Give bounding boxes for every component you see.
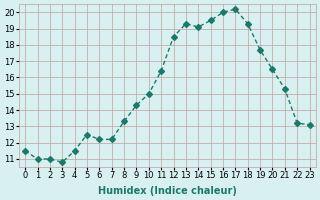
X-axis label: Humidex (Indice chaleur): Humidex (Indice chaleur) (98, 186, 237, 196)
